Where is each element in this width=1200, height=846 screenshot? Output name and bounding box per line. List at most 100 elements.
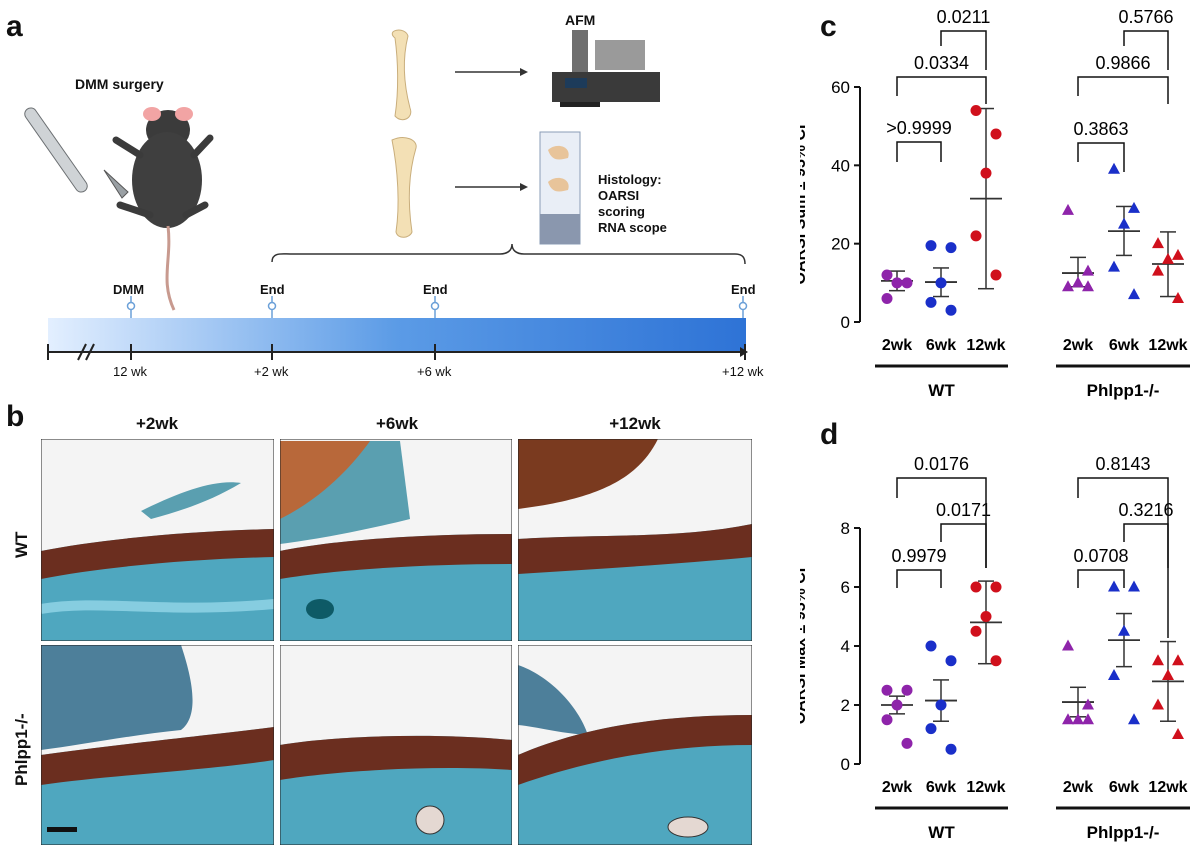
x-tick-label: 2wk	[1063, 779, 1093, 796]
panel-letter-c: c	[820, 10, 837, 43]
x-tick-label: 2wk	[882, 779, 912, 796]
arrow-to-histology	[455, 183, 528, 191]
chart-d-oarsi-max: 0 2 4 6 8 OARSI Max ± 95% CI 2wk 6wk 12wk 2wk 6wk 1…	[800, 454, 1190, 842]
comparison-bracket	[1123, 30, 1169, 70]
chart-c-oarsi-sum: 0 20 40 60 OARSI Sum ± 95% CI 2wk 6wk 12wk 2wk 6w…	[800, 7, 1190, 400]
p-value-label: 0.9979	[891, 546, 946, 566]
mouse-icon	[112, 107, 214, 311]
panel-letter-a: a	[6, 10, 23, 43]
histology-image-ko-12wk	[518, 645, 752, 845]
data-point	[1072, 713, 1084, 725]
comparison-bracket	[896, 477, 987, 568]
histology-line: OARSI	[598, 188, 640, 203]
y-axis-label: OARSI Max ± 95% CI	[800, 568, 809, 724]
data-point	[1152, 237, 1164, 249]
data-point	[1072, 276, 1084, 288]
data-point	[970, 625, 982, 637]
group-label: WT	[928, 823, 955, 842]
data-point	[1082, 698, 1094, 710]
histology-image-ko-6wk	[280, 645, 512, 845]
group-label: Phlpp1-/-	[1087, 823, 1160, 842]
histology-line: scoring	[598, 204, 645, 219]
histology-column-header: +6wk	[375, 414, 419, 433]
data-point	[1108, 162, 1120, 174]
comparison-bracket	[1077, 76, 1169, 104]
p-value-label: 0.0176	[914, 454, 969, 474]
data-point	[1152, 264, 1164, 276]
data-point	[935, 277, 947, 289]
data-point	[980, 167, 992, 179]
data-point	[1172, 292, 1184, 303]
p-value-label: >0.9999	[886, 118, 952, 138]
y-tick-label: 4	[841, 637, 850, 656]
y-tick-label: 0	[841, 755, 850, 774]
histology-image-wt-6wk	[280, 439, 512, 641]
x-tick-label: 6wk	[1109, 779, 1139, 796]
data-point	[1108, 669, 1120, 680]
data-point	[970, 581, 982, 593]
y-tick-label: 20	[831, 235, 850, 254]
data-point	[901, 684, 913, 696]
data-point	[1082, 264, 1094, 276]
schematic-drawing	[24, 29, 748, 361]
data-point	[1062, 713, 1074, 725]
data-point	[891, 277, 903, 289]
data-point	[1118, 624, 1130, 636]
histology-slide-icon	[539, 131, 581, 245]
p-value-label: 0.0211	[937, 7, 991, 27]
data-point	[970, 230, 982, 242]
arrow-to-afm	[455, 68, 528, 76]
x-tick-label: 6wk	[1109, 337, 1139, 354]
data-point	[970, 105, 982, 116]
p-value-label: 0.5766	[1118, 7, 1173, 27]
data-point	[980, 611, 992, 622]
data-point	[1152, 698, 1164, 710]
data-point	[935, 699, 947, 711]
y-axis-label: OARSI Sum ± 95% CI	[800, 125, 809, 285]
comparison-bracket	[1077, 477, 1169, 638]
data-point	[1062, 203, 1074, 215]
group-label: Phlpp1-/-	[1087, 381, 1160, 400]
data-point	[925, 640, 937, 652]
y-tick-label: 40	[831, 156, 850, 175]
p-value-label: 0.3863	[1073, 119, 1128, 139]
timeline-marker-end: End	[260, 282, 285, 297]
x-tick-label: 2wk	[882, 337, 912, 354]
data-point	[881, 714, 893, 726]
data-point	[881, 269, 893, 281]
p-value-label: 0.0334	[914, 53, 969, 73]
comparison-bracket	[896, 141, 942, 162]
comparison-bracket	[896, 76, 987, 104]
afm-label: AFM	[565, 12, 596, 28]
comparison-bracket	[940, 523, 987, 568]
data-point	[990, 581, 1002, 593]
data-point	[925, 723, 937, 735]
histology-line: RNA scope	[598, 220, 667, 235]
p-value-label: 0.0708	[1073, 546, 1128, 566]
timeline-tick-label: +12 wk	[722, 364, 764, 379]
data-point	[925, 296, 937, 308]
p-value-label: 0.8143	[1095, 454, 1150, 474]
timeline-brace	[271, 243, 746, 265]
data-point	[945, 655, 957, 667]
x-tick-label: 12wk	[966, 337, 1005, 354]
data-point	[990, 269, 1002, 281]
data-point	[881, 684, 893, 696]
group-label: WT	[928, 381, 955, 400]
data-point	[1172, 654, 1184, 666]
histology-column-header: +12wk	[609, 414, 661, 433]
scalpel-icon	[24, 107, 129, 199]
data-point	[1172, 248, 1184, 260]
y-tick-label: 6	[841, 578, 850, 597]
histology-line: Histology:	[598, 172, 662, 187]
timeline-tick-label: 12 wk	[113, 364, 147, 379]
comparison-bracket	[940, 30, 987, 70]
data-point	[1172, 728, 1184, 739]
histology-column-header: +2wk	[135, 414, 179, 433]
panel-letter-b: b	[6, 400, 25, 433]
p-value-label: 0.3216	[1118, 500, 1173, 520]
p-value-label: 0.9866	[1095, 53, 1150, 73]
data-point	[1152, 654, 1164, 666]
femur-icon	[391, 29, 412, 121]
data-point	[925, 240, 937, 252]
